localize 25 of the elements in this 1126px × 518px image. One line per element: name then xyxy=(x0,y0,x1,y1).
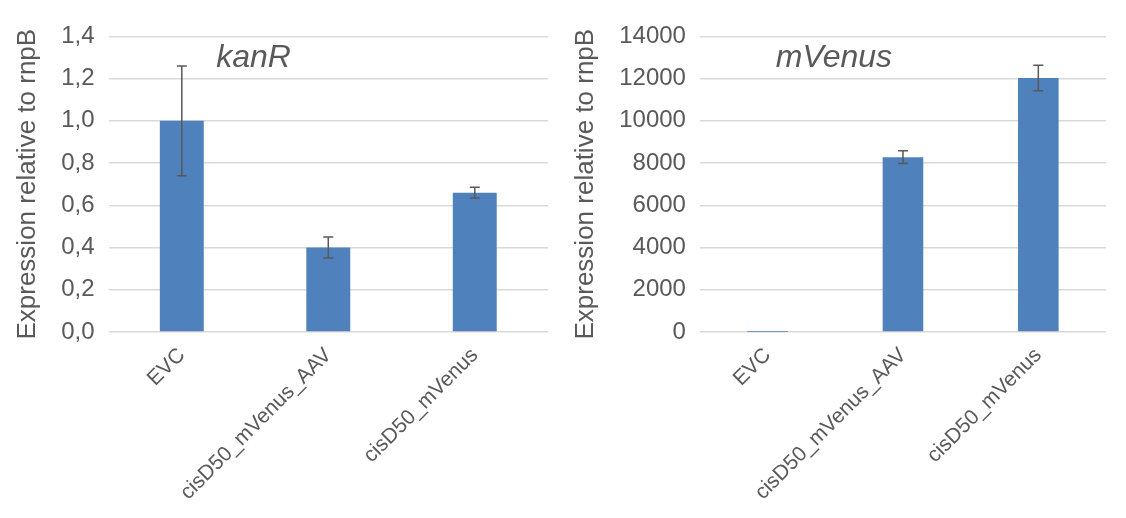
y-tick-label: 6000 xyxy=(632,189,686,217)
y-tick-label: 1,0 xyxy=(61,105,95,133)
bar xyxy=(306,247,351,332)
y-tick-label: 1,2 xyxy=(61,63,95,91)
y-tick-label: 1,4 xyxy=(61,21,95,49)
y-tick-label: 0,4 xyxy=(61,232,95,260)
y-tick-label: 8000 xyxy=(632,147,686,175)
y-axis-title: Expression relative to rnpB xyxy=(568,28,599,340)
y-tick-label: 0,6 xyxy=(61,189,95,217)
y-axis-title: Expression relative to rnpB xyxy=(10,28,41,340)
bar xyxy=(1018,78,1059,332)
y-tick-label: 0,2 xyxy=(61,274,95,302)
y-tick-label: 0 xyxy=(672,316,686,344)
y-tick-label: 2000 xyxy=(632,274,686,302)
y-tick-label: 4000 xyxy=(632,232,686,260)
chart-title: mVenus xyxy=(775,38,893,75)
bar xyxy=(159,120,204,332)
y-tick-label: 12000 xyxy=(619,63,686,91)
y-tick-label: 0,8 xyxy=(61,147,95,175)
y-tick-label: 0,0 xyxy=(61,316,95,344)
chart-title: kanR xyxy=(216,38,291,75)
y-tick-label: 10000 xyxy=(619,105,686,133)
y-tick-label: 14000 xyxy=(619,21,686,49)
bar xyxy=(882,157,924,332)
bar xyxy=(452,192,497,332)
